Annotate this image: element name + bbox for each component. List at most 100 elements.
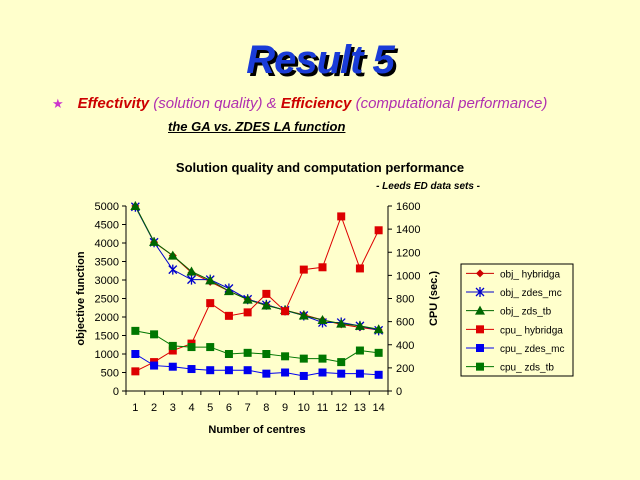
- y-tick-label-right: 1000: [396, 270, 420, 282]
- data-point-5: [206, 343, 215, 352]
- data-point-3: [337, 212, 346, 221]
- legend-marker: [476, 362, 484, 371]
- bullet-solution-quality: (solution quality) &: [149, 95, 281, 112]
- y-tick-label-left: 2500: [95, 294, 119, 306]
- data-point-2: [298, 310, 309, 320]
- chart-title: Solution quality and computation perform…: [176, 160, 464, 175]
- data-point-1: [187, 274, 196, 285]
- y-tick-label-left: 4000: [95, 238, 119, 250]
- data-point-4: [337, 369, 346, 378]
- data-point-5: [187, 343, 196, 352]
- x-tick-label: 5: [207, 402, 213, 414]
- data-point-5: [243, 348, 252, 357]
- x-axis-label: Number of centres: [208, 424, 305, 436]
- x-tick-label: 6: [226, 402, 232, 414]
- legend-label: cpu_ zds_tb: [500, 363, 554, 374]
- data-point-2: [205, 275, 216, 285]
- data-point-2: [373, 324, 384, 334]
- data-point-5: [299, 354, 308, 363]
- y-tick-label-left: 5000: [95, 201, 119, 213]
- data-point-2: [130, 201, 141, 210]
- data-point-4: [187, 365, 196, 374]
- data-point-5: [262, 350, 271, 358]
- data-point-4: [131, 350, 140, 358]
- legend-marker: [476, 269, 484, 278]
- legend-box: [460, 263, 574, 377]
- legend-label: cpu_ hybridga: [500, 325, 563, 336]
- data-point-4: [318, 368, 327, 377]
- data-point-5: [318, 354, 327, 363]
- data-point-2: [336, 318, 347, 328]
- y-tick-label-left: 1000: [95, 349, 119, 361]
- data-point-5: [131, 326, 140, 335]
- data-point-3: [224, 311, 233, 320]
- data-point-1: [168, 264, 178, 275]
- bullet-computational-performance: (computational performance): [351, 95, 548, 112]
- data-point-5: [224, 350, 233, 358]
- x-tick-label: 4: [188, 402, 194, 414]
- y-tick-label-left: 500: [101, 368, 119, 380]
- x-tick-label: 12: [335, 402, 347, 414]
- data-point-4: [243, 366, 252, 375]
- x-tick-label: 8: [263, 402, 269, 414]
- slide-subtitle: the GA vs. ZDES LA function: [168, 119, 346, 134]
- x-tick-label: 11: [317, 402, 328, 414]
- data-point-4: [150, 361, 159, 370]
- data-point-3: [374, 226, 383, 235]
- bullet-star-icon: ★: [52, 96, 64, 111]
- y-tick-label-right: 800: [396, 294, 414, 306]
- data-point-2: [242, 294, 253, 304]
- bullet-efficiency: Efficiency: [280, 95, 352, 112]
- y-tick-label-right: 600: [396, 317, 414, 329]
- y-tick-label-right: 0: [396, 386, 402, 398]
- data-point-2: [149, 236, 160, 246]
- data-point-2: [186, 266, 197, 276]
- data-point-5: [168, 341, 177, 350]
- data-point-4: [374, 370, 383, 379]
- legend-marker: [475, 287, 485, 297]
- data-point-3: [131, 367, 140, 376]
- legend-label: obj_ zdes_mc: [500, 288, 562, 299]
- data-point-5: [355, 346, 364, 355]
- y-tick-label-right: 1200: [396, 247, 420, 259]
- y-tick-label-left: 3000: [95, 275, 119, 287]
- data-point-4: [355, 369, 364, 378]
- data-point-5: [150, 330, 159, 339]
- legend-label: obj_ hybridga: [500, 269, 560, 280]
- data-point-4: [206, 366, 215, 375]
- y-tick-label-right: 400: [396, 340, 414, 352]
- legend-marker: [476, 344, 484, 352]
- data-point-4: [299, 371, 308, 380]
- y-tick-label-left: 1500: [95, 331, 119, 343]
- data-point-2: [354, 320, 365, 330]
- data-point-3: [243, 308, 252, 317]
- data-point-3: [355, 264, 364, 273]
- data-point-3: [206, 299, 215, 308]
- data-point-3: [299, 265, 308, 274]
- data-point-4: [168, 362, 177, 371]
- slide-title: Result 5: [246, 38, 395, 82]
- data-point-5: [281, 352, 290, 361]
- data-point-3: [281, 307, 290, 316]
- data-point-2: [167, 250, 178, 260]
- data-point-3: [262, 289, 271, 298]
- y-axis-label-left: objective function: [75, 251, 87, 345]
- y-tick-label-left: 0: [113, 386, 119, 398]
- bullet-effectivity: Effectivity: [77, 95, 150, 112]
- data-point-2: [223, 286, 234, 296]
- x-tick-label: 2: [151, 402, 157, 414]
- x-tick-label: 3: [170, 402, 176, 414]
- x-tick-label: 10: [298, 402, 310, 414]
- y-tick-label-left: 4500: [95, 220, 119, 232]
- data-point-4: [262, 369, 271, 378]
- legend-marker: [476, 325, 484, 334]
- y-tick-label-left: 2000: [95, 312, 119, 324]
- data-point-3: [318, 263, 327, 272]
- x-tick-label: 1: [132, 402, 138, 414]
- y-tick-label-right: 200: [396, 363, 414, 375]
- legend-label: cpu_ zdes_mc: [500, 344, 564, 355]
- chart-subtitle: - Leeds ED data sets -: [376, 181, 481, 192]
- y-axis-label-right: CPU (sec.): [428, 271, 440, 326]
- x-tick-label: 9: [282, 402, 288, 414]
